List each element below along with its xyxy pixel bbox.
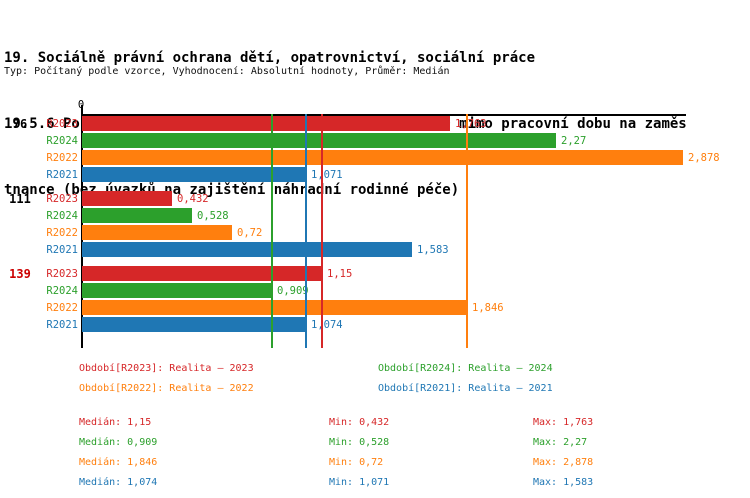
bar-76-R2023: [82, 116, 450, 131]
row-label-111-R2021: R2021: [46, 244, 78, 256]
row-label-139-R2023: R2023: [46, 268, 78, 280]
x-axis-origin-tick-label: 0: [77, 99, 85, 111]
bar-value-label-76-R2021: 1,071: [311, 169, 343, 181]
bar-value-label-139-R2023: 1,15: [327, 268, 353, 280]
stat-max-R2022: Max: 2,878: [533, 457, 594, 468]
median-line-R2021: [305, 114, 307, 348]
legend-item-R2022: Období[R2022]: Realita – 2022: [79, 383, 254, 394]
row-label-139-R2021: R2021: [46, 319, 78, 331]
x-axis-line: [81, 114, 686, 116]
row-label-111-R2022: R2022: [46, 227, 78, 239]
stat-max-R2023: Max: 1,763: [533, 417, 594, 428]
bar-value-label-111-R2024: 0,528: [197, 210, 229, 222]
bar-76-R2022: [82, 150, 683, 165]
row-label-76-R2022: R2022: [46, 152, 78, 164]
group-label-139: 139: [9, 267, 31, 281]
stat-min-R2024: Min: 0,528: [329, 437, 390, 448]
bar-139-R2021: [82, 317, 306, 332]
legend-item-R2023: Období[R2023]: Realita – 2023: [79, 363, 254, 374]
stat-min-R2021: Min: 1,071: [329, 477, 390, 488]
row-label-76-R2021: R2021: [46, 169, 78, 181]
stat-max-R2021: Max: 1,583: [533, 477, 594, 488]
bar-value-label-139-R2024: 0,909: [277, 285, 309, 297]
chart-subtitle: Typ: Počítaný podle vzorce, Vyhodnocení:…: [4, 66, 450, 77]
row-label-76-R2023: R2023: [46, 118, 78, 130]
group-label-76: 76: [12, 117, 28, 131]
title-line-3: tnance (bez úvazků na zajištění náhradní…: [4, 182, 460, 198]
group-label-111: 111: [9, 192, 31, 206]
bar-76-R2021: [82, 167, 306, 182]
bar-139-R2022: [82, 300, 467, 315]
row-label-76-R2024: R2024: [46, 135, 78, 147]
bar-111-R2021: [82, 242, 412, 257]
row-label-111-R2024: R2024: [46, 210, 78, 222]
bar-76-R2024: [82, 133, 556, 148]
median-line-R2023: [321, 114, 323, 348]
bar-139-R2024: [82, 283, 272, 298]
stat-min-R2023: Min: 0,432: [329, 417, 390, 428]
bar-value-label-111-R2021: 1,583: [417, 244, 449, 256]
median-line-R2024: [271, 114, 273, 348]
bar-value-label-76-R2022: 2,878: [688, 152, 720, 164]
stat-median-R2023: Medián: 1,15: [79, 417, 152, 428]
bar-value-label-111-R2022: 0,72: [237, 227, 263, 239]
bar-value-label-139-R2021: 1,074: [311, 319, 343, 331]
bar-111-R2022: [82, 225, 232, 240]
stat-median-R2021: Medián: 1,074: [79, 477, 158, 488]
title-line-1: 19. Sociálně právní ochrana dětí, opatro…: [4, 50, 536, 66]
bar-value-label-76-R2023: 1,763: [455, 118, 487, 130]
legend-item-R2021: Období[R2021]: Realita – 2021: [378, 383, 553, 394]
bar-value-label-139-R2022: 1,846: [472, 302, 504, 314]
row-label-139-R2022: R2022: [46, 302, 78, 314]
stat-median-R2024: Medián: 0,909: [79, 437, 158, 448]
stat-median-R2022: Medián: 1,846: [79, 457, 158, 468]
legend-item-R2024: Období[R2024]: Realita – 2024: [378, 363, 553, 374]
stat-max-R2024: Max: 2,27: [533, 437, 588, 448]
bar-139-R2023: [82, 266, 322, 281]
stat-min-R2022: Min: 0,72: [329, 457, 384, 468]
bar-111-R2023: [82, 191, 172, 206]
bar-value-label-111-R2023: 0,432: [177, 193, 209, 205]
bar-111-R2024: [82, 208, 192, 223]
bar-value-label-76-R2024: 2,27: [561, 135, 587, 147]
row-label-111-R2023: R2023: [46, 193, 78, 205]
median-line-R2022: [466, 114, 468, 348]
row-label-139-R2024: R2024: [46, 285, 78, 297]
